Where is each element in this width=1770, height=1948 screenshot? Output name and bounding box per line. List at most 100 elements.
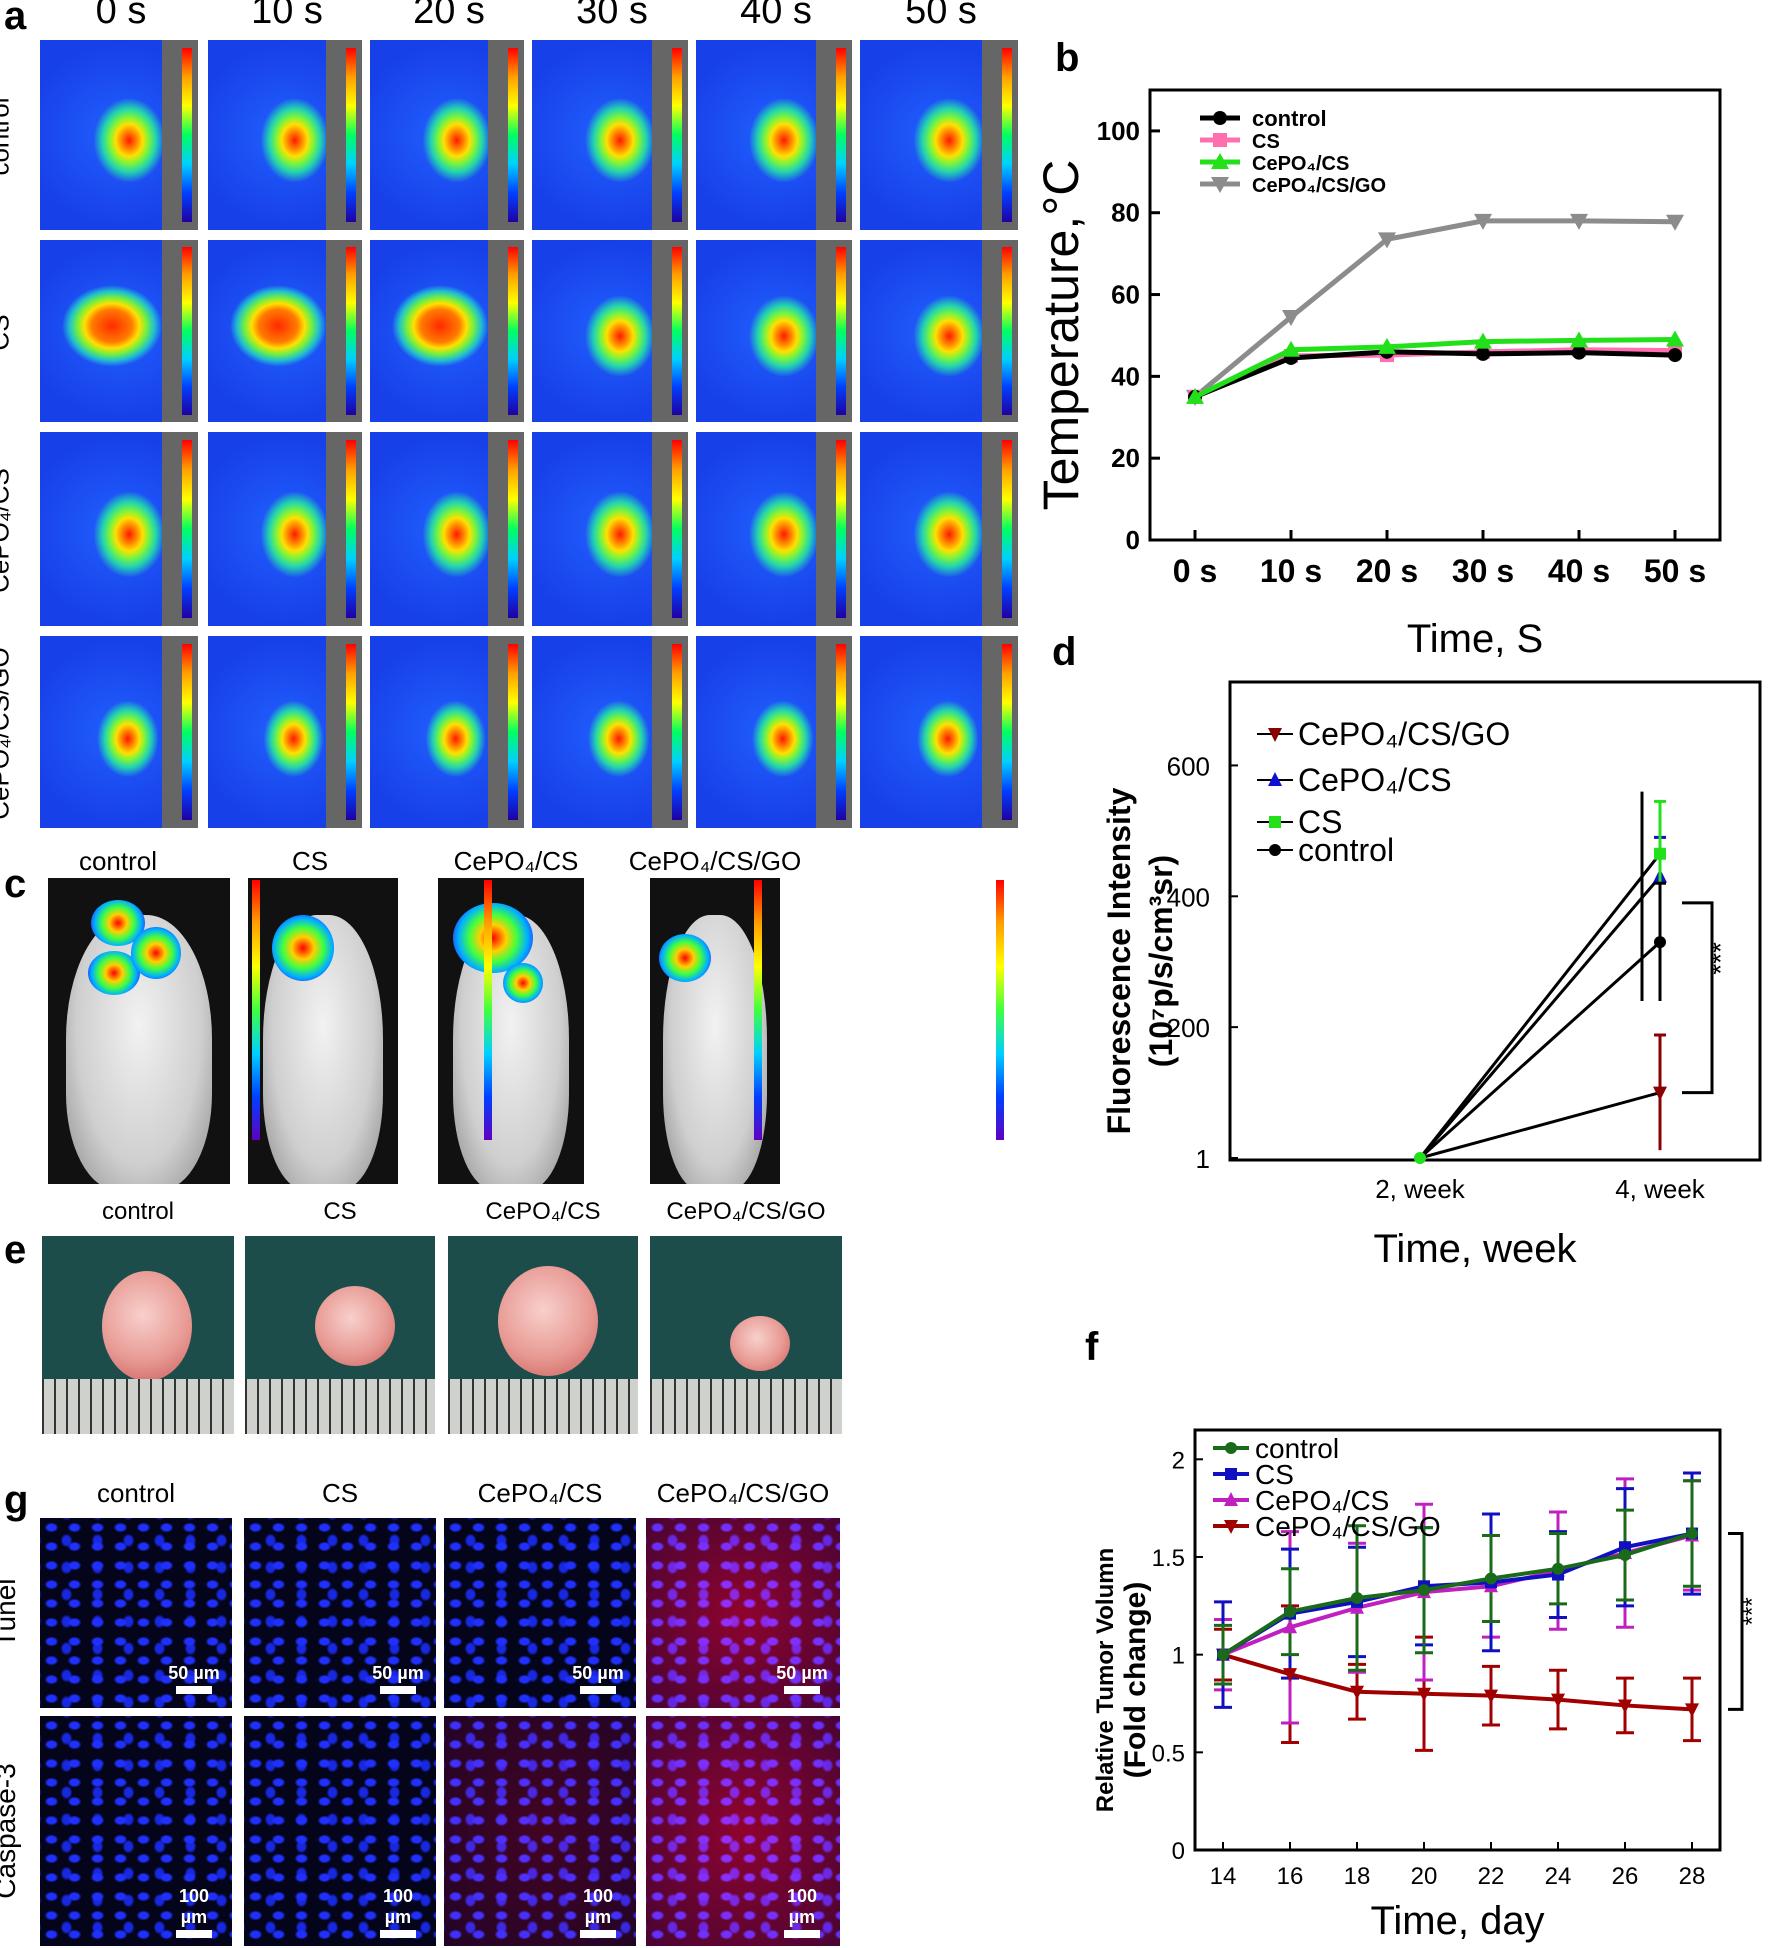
colorbar <box>1002 439 1012 619</box>
tumor-group-label-0: control <box>101 1198 175 1225</box>
x-tick-label: 28 <box>1679 1863 1706 1890</box>
panel-e-label: e <box>4 1228 27 1272</box>
thermal-hotspot <box>566 685 654 782</box>
significance-bracket <box>1728 1532 1744 1711</box>
significance-label: *** <box>1705 942 1736 975</box>
thermal-hotspot <box>229 280 338 382</box>
scale-bar-line <box>380 1686 416 1694</box>
thermal-hotspot <box>74 685 164 782</box>
legend-marker <box>1213 111 1227 125</box>
panel-c-label: c <box>4 862 27 906</box>
colorbar <box>182 643 192 821</box>
luminescence-signal <box>659 934 711 982</box>
legend-marker <box>1225 1468 1237 1480</box>
colorbar-bg <box>652 432 688 626</box>
y-axis-label: Temperature,°C <box>1033 160 1089 511</box>
thermal-hotspot <box>560 474 660 584</box>
scale-bar-label: 100 µm <box>786 1886 818 1927</box>
legend-label: CePO₄/CS/GO <box>1255 1511 1441 1542</box>
scale-bar-label: 100 µm <box>582 1886 614 1927</box>
ruler <box>650 1378 842 1434</box>
thermal-image <box>40 636 198 828</box>
row-label-0: control <box>0 97 15 176</box>
colorbar-bg <box>488 40 524 230</box>
thermal-image <box>40 40 198 230</box>
tumor-group-label-3: CePO₄/CS/GO <box>666 1198 826 1225</box>
thermal-image <box>532 240 688 422</box>
colorbar <box>508 247 518 415</box>
data-point <box>1282 340 1300 357</box>
data-point <box>1283 1668 1297 1683</box>
excised-tumor <box>102 1271 192 1381</box>
series-line-3 <box>1222 1652 1693 1712</box>
row-label-3: CePO₄/CS/GO <box>0 647 15 820</box>
time-label-5: 50 s <box>905 0 977 32</box>
thermal-image <box>696 636 852 828</box>
thermal-hotspot <box>391 280 500 382</box>
y-tick-label: 80 <box>1111 198 1140 228</box>
data-point <box>1217 1648 1229 1661</box>
colorbar-bg <box>652 40 688 230</box>
scale-bar-label: 50 µm <box>168 1663 220 1683</box>
micrograph: 100 µm <box>444 1716 636 1946</box>
data-point <box>1378 232 1396 249</box>
legend-marker <box>1225 1442 1237 1454</box>
thermal-hotspot <box>724 280 824 382</box>
legend-marker <box>1224 1492 1238 1506</box>
thermal-hotspot <box>235 81 335 189</box>
thermal-image <box>696 40 852 230</box>
data-point <box>1350 1685 1364 1700</box>
data-point <box>1666 330 1684 347</box>
colorbar-bg <box>816 432 852 626</box>
thermal-hotspot <box>397 81 497 189</box>
radiance-scale-bar <box>484 880 492 1140</box>
micrograph: 50 µm <box>646 1518 840 1708</box>
tumor-volume-chart: 0 0.5 1 1.5 2 14 16 18 20 22 24 26 28 Time, day Relati… <box>1092 1428 1766 1943</box>
data-point <box>1668 348 1682 363</box>
scale-bar-label: 100 µm <box>178 1886 210 1927</box>
legend-marker <box>1268 772 1282 786</box>
colorbar <box>672 643 682 821</box>
data-point <box>1474 213 1492 230</box>
scale-bar-line <box>784 1686 820 1694</box>
micro-group-label-1: CS <box>321 1478 359 1508</box>
thermal-image <box>208 240 362 422</box>
scale-bar-label: 50 µm <box>572 1663 624 1683</box>
y-tick-label: 1 <box>1172 1643 1185 1670</box>
positive-stain <box>646 1518 840 1708</box>
luminescence-signal <box>272 915 334 981</box>
legend-marker <box>1269 816 1281 828</box>
thermal-image <box>532 636 688 828</box>
series-line-0 <box>1419 1091 1661 1160</box>
thermal-hotspot <box>730 685 818 782</box>
thermal-hotspot <box>403 685 491 782</box>
scale-bar: 50 µm <box>772 1663 832 1694</box>
positive-stain <box>646 1716 840 1946</box>
micro-row-label-1: Caspase-3 <box>0 1763 21 1899</box>
legend-marker <box>1211 177 1229 193</box>
y-tick-label: 0.5 <box>1152 1740 1185 1767</box>
luminescence-mouse-image <box>48 878 230 1184</box>
y-tick-label: 0 <box>1172 1838 1185 1865</box>
x-axis-label: Time, S <box>1407 617 1543 660</box>
colorbar-bg <box>488 240 524 422</box>
x-tick-label: 24 <box>1545 1863 1572 1890</box>
luminescence-mouse-image <box>438 878 584 1184</box>
time-label-1: 10 s <box>251 0 323 32</box>
x-tick-label: 18 <box>1344 1863 1371 1890</box>
series-line-1 <box>1418 875 1662 1159</box>
x-axis-label: Time, day <box>1370 1899 1544 1943</box>
colorbar-bg <box>326 432 362 626</box>
nuclei-stain <box>244 1716 436 1946</box>
time-label-4: 40 s <box>740 0 812 32</box>
y-tick-label: 20 <box>1111 443 1140 473</box>
thermal-hotspot <box>560 280 660 382</box>
data-point <box>1686 1527 1698 1540</box>
thermal-hotspot <box>888 474 990 584</box>
colorbar-bg <box>816 636 852 828</box>
legend-label: control <box>1298 832 1394 868</box>
y-tick-label: 100 <box>1097 116 1140 146</box>
x-tick-label: 20 <box>1411 1863 1438 1890</box>
colorbar-bg <box>162 432 198 626</box>
plot-frame <box>1193 1428 1722 1852</box>
